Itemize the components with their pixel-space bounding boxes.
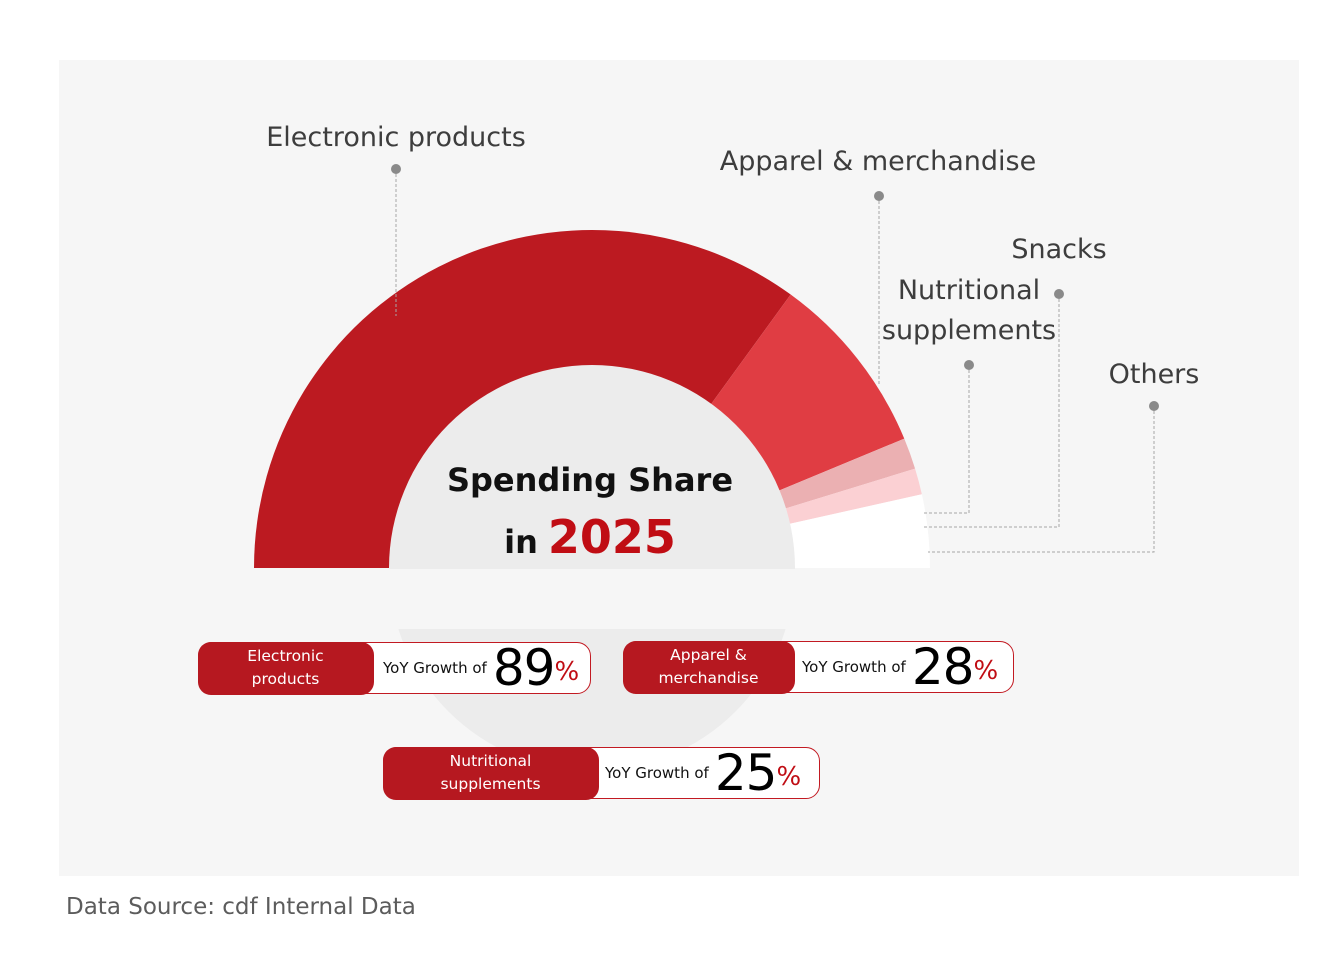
- center-subtitle: in 2025: [504, 510, 676, 564]
- center-year: 2025: [548, 510, 676, 564]
- growth-prefix: YoY Growth of: [383, 659, 487, 677]
- label-snacks: Snacks: [1011, 234, 1106, 265]
- center-disc: [389, 365, 795, 771]
- growth-text: YoY Growth of 28 %: [802, 642, 998, 692]
- growth-category-tag: Electronic products: [197, 641, 374, 695]
- center-title: Spending Share: [447, 461, 733, 499]
- leader-dot-snacks: [1054, 289, 1064, 299]
- leader-snacks: [924, 299, 1060, 528]
- center-subtitle-prefix: in: [504, 523, 538, 561]
- label-nutritional-line2: supplements: [882, 315, 1056, 346]
- growth-text: YoY Growth of 25 %: [605, 748, 801, 798]
- label-electronic: Electronic products: [266, 122, 526, 153]
- growth-unit: %: [973, 656, 999, 686]
- label-others: Others: [1109, 359, 1200, 390]
- leader-others: [928, 411, 1155, 553]
- growth-card-nutritional: Nutritional supplements YoY Growth of 25…: [382, 746, 820, 800]
- growth-unit: %: [776, 762, 802, 792]
- growth-card-apparel: Apparel & merchandise YoY Growth of 28 %: [622, 640, 1014, 694]
- growth-value: 25: [714, 744, 778, 802]
- growth-card-electronic: Electronic products YoY Growth of 89 %: [197, 641, 591, 695]
- growth-prefix: YoY Growth of: [605, 764, 709, 782]
- leader-dot-electronic: [391, 164, 401, 174]
- growth-text: YoY Growth of 89 %: [383, 643, 579, 693]
- baseline-mask: [230, 569, 950, 629]
- growth-category-tag: Apparel & merchandise: [622, 640, 795, 694]
- label-nutritional-line1: Nutritional: [898, 275, 1040, 306]
- label-apparel: Apparel & merchandise: [720, 146, 1037, 177]
- growth-prefix: YoY Growth of: [802, 658, 906, 676]
- leader-nutritional: [924, 370, 970, 514]
- growth-category-tag: Nutritional supplements: [382, 746, 599, 800]
- leader-dot-others: [1149, 401, 1159, 411]
- growth-unit: %: [554, 657, 580, 687]
- leader-dot-apparel: [874, 191, 884, 201]
- growth-value: 28: [911, 638, 975, 696]
- leader-dot-nutritional: [964, 360, 974, 370]
- growth-value: 89: [492, 639, 556, 697]
- data-source-note: Data Source: cdf Internal Data: [66, 894, 416, 920]
